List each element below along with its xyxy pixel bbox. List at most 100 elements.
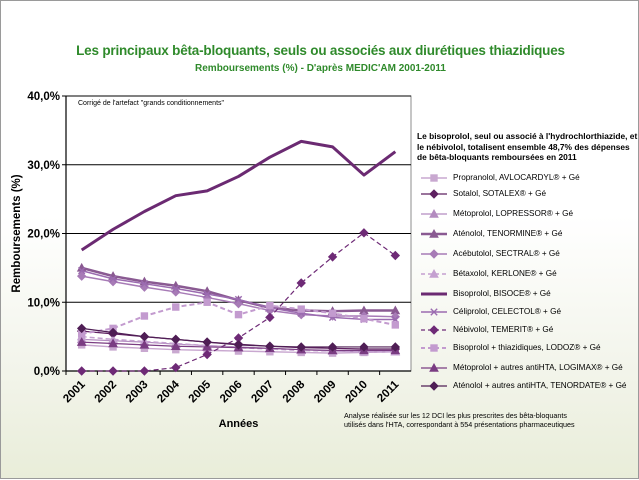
- data-point: [76, 366, 87, 376]
- data-point: [139, 339, 150, 349]
- data-point: [266, 301, 274, 310]
- data-point: [360, 315, 368, 323]
- data-point: [172, 284, 180, 293]
- data-point: [203, 290, 211, 298]
- legend-marker: [429, 249, 439, 259]
- data-point: [108, 366, 118, 376]
- data-point: [140, 279, 149, 288]
- legend-swatch: [421, 381, 447, 391]
- series-12: [76, 323, 401, 352]
- legend-label: Bétaxolol, KERLONE® + Gé: [453, 269, 557, 278]
- data-point: [234, 295, 243, 304]
- data-point: [171, 362, 181, 373]
- data-point: [233, 340, 244, 350]
- legend-label: Métoprolol + autres antiHTA, LOGIMAX® + …: [453, 363, 623, 372]
- series-7: [80, 139, 397, 252]
- legend-swatch: [421, 229, 447, 238]
- legend-note: Le bisoprolol, seul ou associé à l'hydro…: [417, 131, 638, 163]
- chart-subtitle: Remboursements (%) - D'après MEDIC'AM 20…: [195, 63, 446, 74]
- legend-swatch: [421, 325, 447, 335]
- legend-marker: [429, 229, 439, 238]
- data-point: [108, 338, 118, 348]
- legend-marker: [429, 363, 439, 372]
- legend-marker: [429, 189, 439, 199]
- data-point: [76, 271, 87, 281]
- x-tick-label: 2009: [312, 379, 339, 406]
- legend-swatch: [421, 249, 447, 259]
- x-tick-label: 2006: [218, 379, 245, 406]
- legend-label: Bisoprolol, BISOCE® + Gé: [453, 289, 551, 298]
- data-point: [140, 312, 149, 320]
- legend-marker: [429, 269, 439, 278]
- x-tick-label: 2010: [343, 379, 370, 406]
- legend-label: Acébutolol, SECTRAL® + Gé: [453, 249, 560, 258]
- x-tick-label: 2005: [187, 378, 214, 405]
- data-point: [139, 331, 150, 342]
- legend-label: Aténolol + autres antiHTA, TENORDATE® + …: [453, 381, 627, 390]
- legend-marker: [429, 325, 439, 335]
- x-tick-label: 2001: [61, 378, 88, 405]
- data-point: [328, 309, 337, 317]
- data-point: [297, 305, 305, 313]
- data-point: [390, 342, 401, 352]
- data-point: [296, 278, 306, 288]
- data-point: [109, 275, 117, 283]
- x-tick-label: 2011: [375, 378, 402, 405]
- data-point: [203, 298, 211, 306]
- legend-marker: [429, 209, 439, 218]
- legend-marker: [430, 174, 438, 182]
- legend-swatch: [421, 189, 447, 199]
- data-point: [265, 312, 275, 323]
- legend-label: Propranolol, AVLOCARDYL® + Gé: [453, 173, 580, 182]
- x-tick-label: 2003: [124, 379, 151, 406]
- legend-label: Métoprolol, LOPRESSOR® + Gé: [453, 209, 574, 218]
- legend-marker: [429, 381, 439, 391]
- x-axis-title: Années: [219, 418, 259, 430]
- legend-label: Aténolol, TENORMINE® + Gé: [453, 229, 563, 238]
- data-point: [202, 349, 212, 360]
- y-tick-label: 10,0%: [27, 297, 60, 309]
- data-point: [76, 337, 87, 346]
- legend-swatch: [421, 292, 447, 296]
- legend-swatch: [421, 344, 447, 352]
- series-10: [77, 298, 400, 338]
- series-line: [80, 139, 397, 252]
- data-point: [327, 252, 338, 262]
- legend-marker: [430, 308, 438, 316]
- x-tick-label: 2008: [281, 378, 308, 405]
- x-tick-label: 2007: [249, 379, 276, 406]
- y-axis-title: Remboursements (%): [11, 174, 23, 292]
- data-point: [359, 342, 369, 352]
- data-point: [296, 342, 306, 352]
- legend-swatch: [421, 209, 447, 218]
- data-point: [170, 341, 181, 350]
- data-point: [390, 250, 401, 261]
- data-point: [391, 321, 400, 329]
- data-point: [77, 266, 86, 275]
- data-point: [171, 334, 181, 345]
- legend-marker: [430, 344, 438, 352]
- data-point: [359, 228, 369, 238]
- y-tick-label: 30,0%: [27, 160, 60, 172]
- x-tick-label: 2002: [93, 379, 120, 406]
- data-point: [327, 342, 338, 352]
- data-point: [234, 310, 243, 319]
- chart-annotation: Corrigé de l'artefact "grands conditionn…: [78, 100, 224, 107]
- x-tick-label: 2004: [155, 378, 182, 405]
- chart-footnote: Analyse réalisée sur les 12 DCI les plus…: [344, 411, 575, 429]
- data-point: [172, 303, 180, 311]
- legend-label: Sotalol, SOTALEX® + Gé: [453, 189, 547, 198]
- legend-label: Nébivolol, TEMERIT® + Gé: [453, 325, 554, 334]
- y-tick-label: 0,0%: [34, 366, 60, 378]
- series-line: [81, 335, 396, 353]
- y-tick-label: 40,0%: [27, 91, 60, 103]
- data-point: [265, 341, 275, 351]
- legend-swatch: [421, 269, 447, 278]
- chart-title: Les principaux bêta-bloquants, seuls ou …: [76, 43, 565, 58]
- data-point: [76, 323, 87, 334]
- data-point: [202, 337, 212, 347]
- legend-swatch: [421, 174, 447, 182]
- data-point: [139, 366, 150, 376]
